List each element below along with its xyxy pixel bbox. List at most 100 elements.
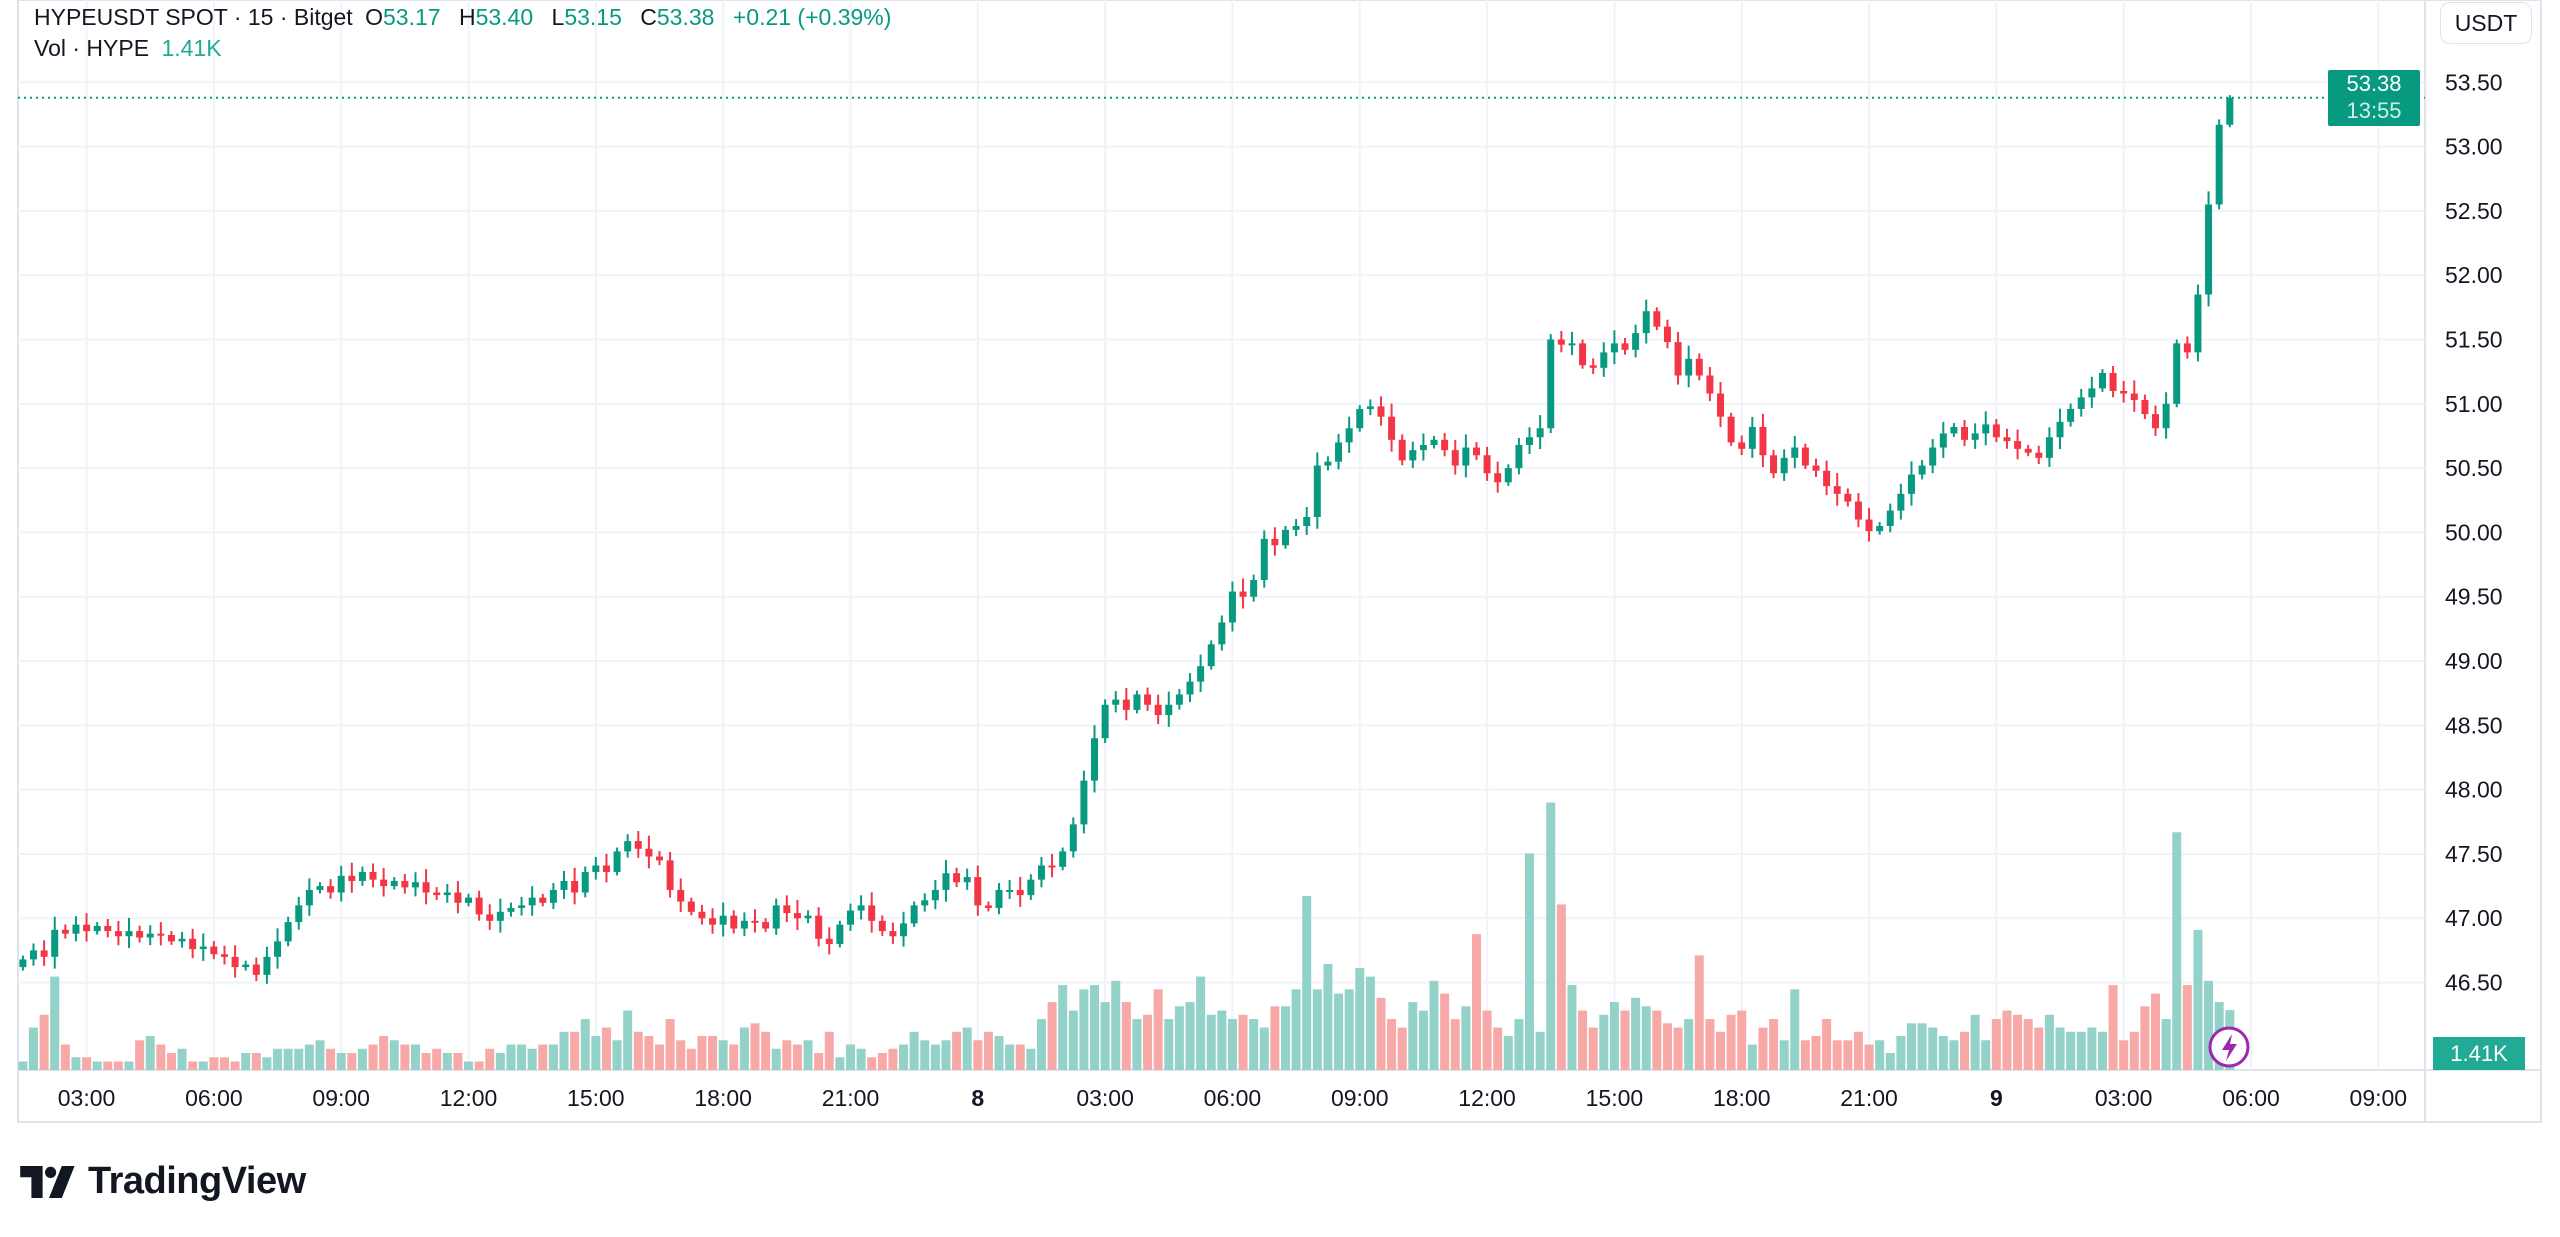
currency-button[interactable]: USDT xyxy=(2440,2,2532,44)
candle-body xyxy=(1207,644,1215,667)
volume-bar xyxy=(1758,1027,1768,1070)
volume-bar xyxy=(1174,1006,1184,1070)
candle xyxy=(1557,331,1565,353)
candle xyxy=(1430,435,1438,449)
price-tick-label: 49.00 xyxy=(2445,648,2503,674)
volume-bar xyxy=(1779,1040,1789,1070)
candle-body xyxy=(30,950,38,960)
candle xyxy=(422,869,430,905)
volume-bar xyxy=(1206,1014,1216,1070)
candle xyxy=(687,897,695,916)
volume-bar xyxy=(750,1023,760,1070)
candle xyxy=(295,896,303,930)
volume-bar xyxy=(771,1048,781,1070)
volume-bar xyxy=(1769,1019,1779,1070)
candle-body xyxy=(1133,694,1141,710)
candle-body xyxy=(687,901,695,912)
candle-body xyxy=(1663,326,1671,343)
candle xyxy=(1069,817,1077,858)
candle xyxy=(1218,615,1226,651)
candle-body xyxy=(518,905,526,908)
volume-bar xyxy=(644,1036,654,1070)
candle xyxy=(210,941,218,960)
volume-bar xyxy=(2119,1040,2129,1070)
volume-bar xyxy=(262,1057,272,1070)
candle xyxy=(1462,434,1470,478)
volume-bar xyxy=(506,1044,516,1070)
candle xyxy=(1048,853,1056,878)
time-tick-label: 06:00 xyxy=(185,1085,243,1111)
candle-body xyxy=(2141,399,2149,415)
candle xyxy=(539,893,547,907)
candle-body xyxy=(1313,465,1321,517)
volume-title[interactable]: Vol · HYPE xyxy=(34,35,150,61)
alert-button[interactable] xyxy=(2208,1026,2250,1068)
volume-bar xyxy=(145,1036,155,1070)
candle-body xyxy=(1260,538,1268,581)
candle xyxy=(1101,699,1109,744)
candle xyxy=(931,879,939,910)
candle-body xyxy=(1409,450,1417,461)
candle xyxy=(634,831,642,858)
tradingview-logo[interactable]: TradingView xyxy=(20,1160,306,1203)
candle xyxy=(104,919,112,938)
candle-body xyxy=(146,933,154,938)
time-tick-label: 15:00 xyxy=(1586,1085,1644,1111)
volume-bar xyxy=(230,1061,240,1070)
candle-body xyxy=(666,860,674,890)
volume-bar xyxy=(1323,963,1333,1070)
volume-bar xyxy=(2151,993,2161,1070)
volume-bar xyxy=(1164,1019,1174,1070)
candle xyxy=(1377,396,1385,426)
volume-bar xyxy=(1079,989,1089,1070)
candle-body xyxy=(1494,473,1502,483)
candle xyxy=(401,874,409,894)
time-tick-label: 06:00 xyxy=(1204,1085,1262,1111)
candle xyxy=(1621,337,1629,355)
volume-bar xyxy=(538,1044,548,1070)
candle xyxy=(1494,461,1502,493)
candle xyxy=(1472,442,1480,461)
candle xyxy=(1791,435,1799,469)
volume-bar xyxy=(2044,1014,2054,1070)
volume-bar xyxy=(357,1048,367,1070)
volume-bar xyxy=(2087,1027,2097,1070)
symbol-title[interactable]: HYPEUSDT SPOT · 15 · Bitget xyxy=(34,4,353,30)
volume-bar xyxy=(856,1048,866,1070)
candle xyxy=(2088,376,2096,408)
candle-body xyxy=(19,959,27,968)
volume-bar xyxy=(527,1048,537,1070)
volume-bar xyxy=(1376,997,1386,1070)
candle xyxy=(1281,525,1289,549)
volume-bar xyxy=(1408,1002,1418,1070)
candle-body xyxy=(1632,333,1640,350)
candle xyxy=(1388,403,1396,452)
candle-body xyxy=(178,938,186,942)
volume-bar xyxy=(2108,985,2118,1070)
candle xyxy=(581,866,589,898)
volume-bar xyxy=(1843,1040,1853,1070)
volume-bar xyxy=(2055,1027,2065,1070)
volume-bar xyxy=(888,1048,898,1070)
price-axis[interactable]: 53.50 53.00 52.50 52.00 51.50 51.00 50.50 50.00… xyxy=(2445,69,2503,995)
volume-bar xyxy=(18,1061,28,1070)
candle-body xyxy=(1122,699,1130,710)
candle-body xyxy=(1197,666,1205,682)
volume-bar xyxy=(209,1057,219,1070)
time-tick-label: 03:00 xyxy=(2095,1085,2153,1111)
candle-body xyxy=(900,923,908,937)
volume-bar xyxy=(1493,1027,1503,1070)
volume-bar xyxy=(379,1036,389,1070)
chart-frame xyxy=(17,0,2542,1123)
volume-bar xyxy=(92,1061,102,1070)
candle-body xyxy=(1547,339,1555,429)
volume-bar xyxy=(655,1044,664,1070)
candle xyxy=(125,917,133,949)
candle-body xyxy=(2035,452,2043,458)
volume-bar xyxy=(1015,1044,1025,1070)
candle xyxy=(2067,403,2075,427)
time-axis[interactable]: 03:00 06:00 09:00 12:00 15:00 18:00 21:00 8 03:0… xyxy=(58,1085,2407,1111)
volume-bar xyxy=(909,1031,919,1070)
volume-bar xyxy=(1875,1040,1885,1070)
